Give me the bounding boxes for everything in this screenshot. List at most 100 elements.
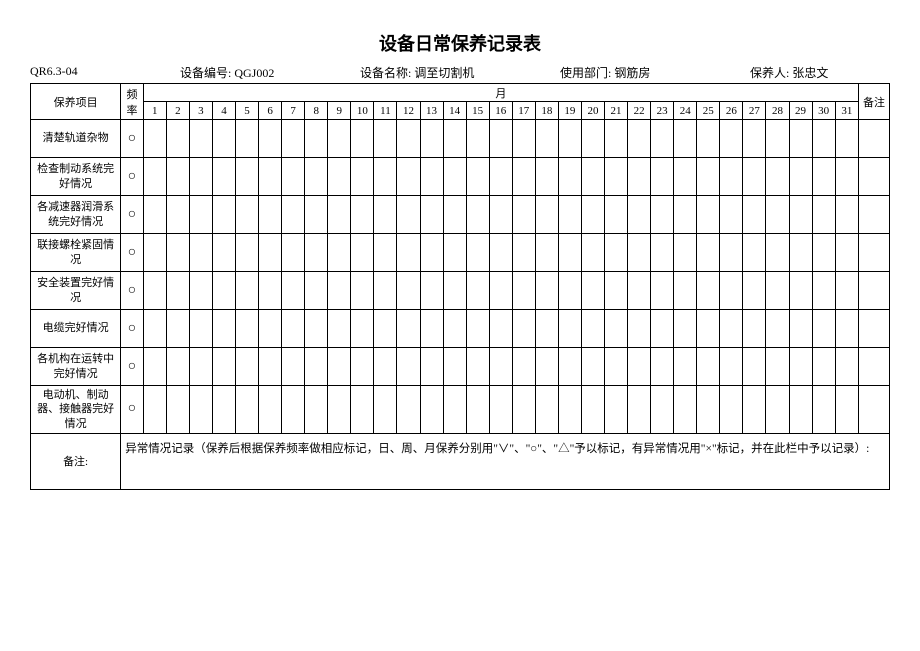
day-header-3: 3 (189, 102, 212, 120)
day-cell (189, 120, 212, 158)
day-cell (374, 272, 397, 310)
day-cell (789, 272, 812, 310)
day-cell (581, 196, 604, 234)
day-cell (628, 386, 651, 434)
day-cell (166, 348, 189, 386)
day-cell (651, 120, 674, 158)
day-cell (282, 158, 305, 196)
day-cell (743, 272, 766, 310)
day-cell (651, 234, 674, 272)
day-cell (766, 120, 789, 158)
page-title: 设备日常保养记录表 (30, 30, 890, 56)
day-cell (305, 196, 328, 234)
day-cell (743, 386, 766, 434)
day-cell (697, 158, 720, 196)
day-cell (328, 234, 351, 272)
day-cell (351, 386, 374, 434)
day-cell (789, 386, 812, 434)
day-cell (766, 310, 789, 348)
day-cell (558, 386, 581, 434)
day-cell (628, 272, 651, 310)
day-cell (236, 272, 259, 310)
day-cell (674, 196, 697, 234)
day-cell (720, 234, 743, 272)
day-cell (466, 120, 489, 158)
day-header-15: 15 (466, 102, 489, 120)
day-cell (789, 234, 812, 272)
day-cell (259, 234, 282, 272)
day-cell (374, 196, 397, 234)
day-cell (189, 196, 212, 234)
day-cell (512, 386, 535, 434)
day-cell (812, 348, 835, 386)
day-cell (397, 196, 420, 234)
day-cell (420, 310, 443, 348)
day-cell (512, 234, 535, 272)
equip-name-label: 设备名称: (360, 66, 411, 80)
day-cell (812, 120, 835, 158)
day-cell (558, 158, 581, 196)
item-cell: 各减速器润滑系统完好情况 (31, 196, 121, 234)
table-row: 电动机、制动器、接触器完好情况○ (31, 386, 890, 434)
day-cell (489, 310, 512, 348)
day-cell (651, 348, 674, 386)
day-header-12: 12 (397, 102, 420, 120)
day-cell (143, 234, 166, 272)
day-cell (766, 234, 789, 272)
day-header-2: 2 (166, 102, 189, 120)
day-cell (651, 158, 674, 196)
day-cell (835, 196, 858, 234)
day-cell (743, 348, 766, 386)
day-header-22: 22 (628, 102, 651, 120)
note-cell (859, 120, 890, 158)
day-cell (835, 120, 858, 158)
day-cell (166, 272, 189, 310)
day-cell (282, 196, 305, 234)
day-cell (605, 310, 628, 348)
day-cell (236, 310, 259, 348)
day-cell (305, 386, 328, 434)
day-cell (743, 196, 766, 234)
day-header-24: 24 (674, 102, 697, 120)
day-cell (835, 234, 858, 272)
day-cell (835, 158, 858, 196)
day-cell (143, 310, 166, 348)
day-cell (835, 386, 858, 434)
day-cell (236, 234, 259, 272)
day-header-8: 8 (305, 102, 328, 120)
day-cell (282, 348, 305, 386)
day-cell (397, 158, 420, 196)
day-cell (189, 234, 212, 272)
day-cell (766, 348, 789, 386)
note-cell (859, 196, 890, 234)
day-cell (512, 310, 535, 348)
day-cell (443, 120, 466, 158)
day-cell (305, 120, 328, 158)
freq-cell: ○ (121, 234, 144, 272)
day-cell (651, 196, 674, 234)
day-cell (674, 234, 697, 272)
day-cell (581, 348, 604, 386)
day-cell (743, 120, 766, 158)
item-cell: 联接螺栓紧固情况 (31, 234, 121, 272)
notes-label: 备注: (31, 433, 121, 489)
day-cell (697, 348, 720, 386)
col-month-header: 月 (143, 84, 858, 102)
day-cell (812, 310, 835, 348)
day-cell (328, 196, 351, 234)
day-cell (397, 386, 420, 434)
day-cell (558, 348, 581, 386)
day-cell (605, 196, 628, 234)
item-cell: 各机构在运转中完好情况 (31, 348, 121, 386)
day-cell (581, 120, 604, 158)
day-cell (443, 234, 466, 272)
day-cell (489, 272, 512, 310)
day-cell (236, 196, 259, 234)
day-header-6: 6 (259, 102, 282, 120)
day-cell (397, 272, 420, 310)
note-cell (859, 386, 890, 434)
day-cell (212, 272, 235, 310)
day-cell (236, 348, 259, 386)
day-cell (420, 386, 443, 434)
table-row: 各机构在运转中完好情况○ (31, 348, 890, 386)
